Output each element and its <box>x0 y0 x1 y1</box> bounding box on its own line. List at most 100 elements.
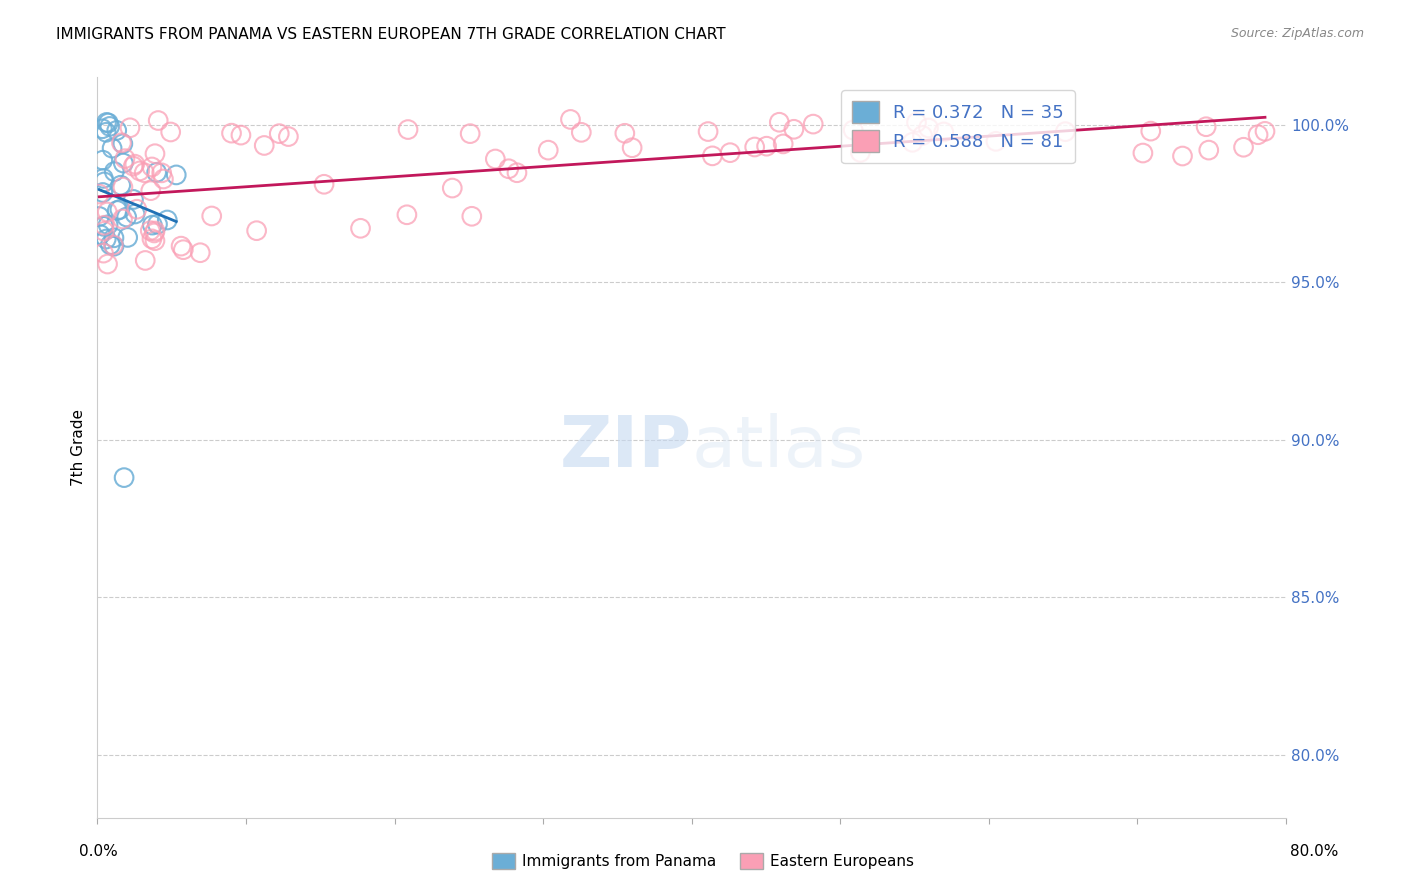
Point <box>111 136 134 151</box>
Point <box>801 117 824 131</box>
Point <box>97 218 120 232</box>
Point <box>395 208 418 222</box>
Point <box>111 212 134 227</box>
Point <box>112 470 135 484</box>
Legend: R = 0.372   N = 35, R = 0.588   N = 81: R = 0.372 N = 35, R = 0.588 N = 81 <box>841 90 1074 163</box>
Point <box>108 202 131 217</box>
Point <box>111 180 134 194</box>
Point <box>93 175 115 189</box>
Text: ZIP: ZIP <box>560 413 692 483</box>
Text: 80.0%: 80.0% <box>1291 845 1339 859</box>
Point <box>221 126 243 140</box>
Point <box>188 245 211 260</box>
Point <box>1232 140 1254 154</box>
Point <box>156 213 179 227</box>
Point <box>124 207 146 221</box>
Point <box>96 125 118 139</box>
Point <box>103 164 125 178</box>
Point <box>621 141 644 155</box>
Point <box>170 239 193 253</box>
Point <box>98 120 121 134</box>
Point <box>1195 120 1218 134</box>
Point <box>537 143 560 157</box>
Point <box>143 226 166 240</box>
Point <box>458 127 481 141</box>
Point <box>560 112 582 127</box>
Point <box>277 129 299 144</box>
Point <box>93 219 115 234</box>
Point <box>103 239 125 253</box>
Point <box>91 121 114 136</box>
Point <box>396 122 419 136</box>
Point <box>134 253 156 268</box>
Point <box>93 219 115 233</box>
Point <box>96 257 118 271</box>
Point <box>1254 124 1277 138</box>
Point <box>103 231 125 245</box>
Point <box>1198 143 1220 157</box>
Point <box>755 139 778 153</box>
Point <box>125 202 148 217</box>
Point <box>905 115 928 129</box>
Point <box>141 218 163 232</box>
Point <box>98 237 121 252</box>
Point <box>114 152 136 166</box>
Point <box>89 227 111 242</box>
Point <box>115 210 138 224</box>
Point <box>96 205 118 219</box>
Point <box>441 181 464 195</box>
Point <box>139 224 162 238</box>
Point <box>917 120 939 135</box>
Point <box>96 232 118 246</box>
Point <box>159 125 181 139</box>
Point <box>849 145 872 160</box>
Point <box>134 166 156 180</box>
Legend: Immigrants from Panama, Eastern Europeans: Immigrants from Panama, Eastern European… <box>485 847 921 875</box>
Point <box>229 128 252 142</box>
Text: Source: ZipAtlas.com: Source: ZipAtlas.com <box>1230 27 1364 40</box>
Point <box>93 224 115 238</box>
Point <box>349 221 371 235</box>
Point <box>128 164 150 178</box>
Point <box>91 153 114 168</box>
Point <box>89 187 111 202</box>
Text: atlas: atlas <box>692 413 866 483</box>
Point <box>143 224 166 238</box>
Text: IMMIGRANTS FROM PANAMA VS EASTERN EUROPEAN 7TH GRADE CORRELATION CHART: IMMIGRANTS FROM PANAMA VS EASTERN EUROPE… <box>56 27 725 42</box>
Point <box>744 140 766 154</box>
Point <box>1054 125 1077 139</box>
Point <box>783 122 806 136</box>
Point <box>613 126 636 140</box>
Point <box>110 178 132 193</box>
Point <box>96 115 118 129</box>
Point <box>984 134 1007 148</box>
Point <box>172 243 194 257</box>
Point <box>1247 128 1270 142</box>
Point <box>506 166 529 180</box>
Point <box>122 159 145 173</box>
Point <box>901 136 924 150</box>
Text: 0.0%: 0.0% <box>79 845 118 859</box>
Point <box>461 209 484 223</box>
Point <box>97 116 120 130</box>
Point <box>145 165 167 179</box>
Point <box>143 146 166 161</box>
Point <box>718 145 741 160</box>
Point <box>141 160 163 174</box>
Point <box>89 210 111 224</box>
Point <box>201 209 224 223</box>
Point <box>110 136 132 150</box>
Point <box>768 115 790 129</box>
Point <box>772 136 794 151</box>
Point <box>146 217 169 231</box>
Point <box>312 178 335 192</box>
Point <box>101 141 124 155</box>
Point <box>93 171 115 186</box>
Point <box>911 128 934 143</box>
Y-axis label: 7th Grade: 7th Grade <box>72 409 86 486</box>
Point <box>932 125 955 139</box>
Point <box>246 224 269 238</box>
Point <box>143 234 166 248</box>
Point <box>569 125 592 139</box>
Point <box>269 127 291 141</box>
